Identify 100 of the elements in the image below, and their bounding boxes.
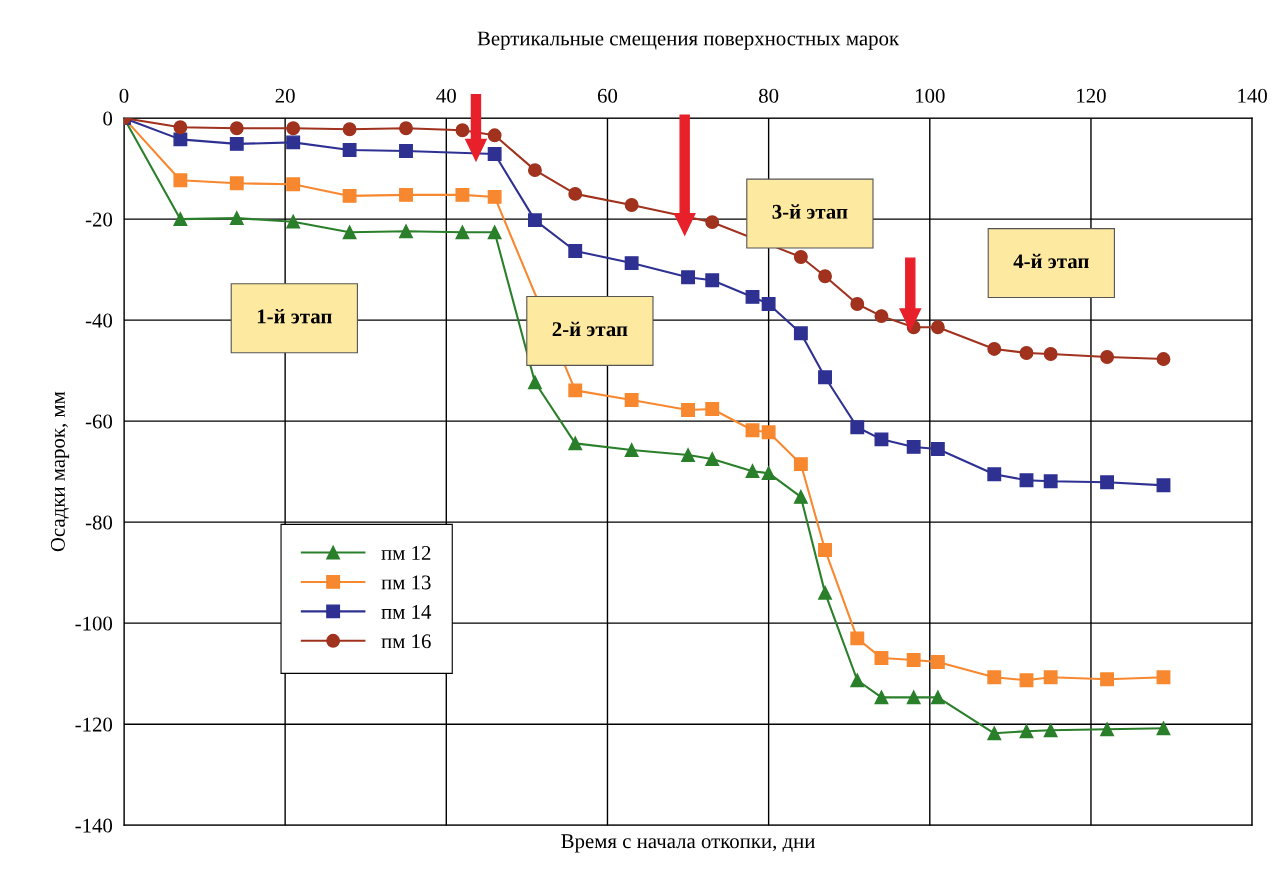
- point: [455, 123, 470, 138]
- point: [906, 653, 921, 667]
- point: [229, 136, 244, 151]
- point: [568, 186, 583, 201]
- point: [173, 212, 188, 227]
- point: [1019, 724, 1034, 739]
- point: [818, 370, 832, 385]
- point: [705, 452, 720, 466]
- x-tick-label: 80: [759, 88, 779, 103]
- y-tick-label: -80: [85, 515, 113, 530]
- point: [705, 402, 720, 416]
- annotation: 1-й этап: [257, 308, 332, 324]
- point: [1043, 670, 1058, 685]
- point: [624, 256, 639, 271]
- point: [487, 225, 502, 240]
- point: [793, 457, 808, 472]
- point: [793, 326, 808, 341]
- point: [987, 726, 1002, 741]
- y-tick-label: -60: [85, 414, 113, 429]
- point: [624, 198, 639, 212]
- point: [1043, 723, 1058, 738]
- chart-title: Вертикальные смещения поверхностных марок: [477, 31, 900, 50]
- x-tick-label: 120: [1077, 88, 1106, 103]
- point: [229, 121, 244, 136]
- y-tick-label: -140: [75, 818, 113, 833]
- point: [906, 690, 921, 705]
- point: [624, 393, 639, 407]
- point: [850, 297, 865, 311]
- point: [286, 121, 301, 136]
- point: [906, 439, 921, 454]
- point: [399, 121, 413, 136]
- legend-label: пм 12: [381, 545, 431, 560]
- point: [1043, 474, 1058, 489]
- point: [818, 585, 832, 600]
- annotation: 2-й этап: [552, 321, 628, 337]
- point: [286, 177, 301, 192]
- point: [455, 187, 470, 202]
- point: [1100, 475, 1115, 490]
- point: [286, 135, 301, 150]
- point: [342, 188, 357, 203]
- point: [455, 225, 470, 240]
- x-tick-label: 20: [275, 88, 295, 103]
- point: [229, 211, 244, 226]
- point: [173, 173, 188, 188]
- y-tick-label: -20: [85, 212, 113, 227]
- y-tick-label: -120: [75, 717, 113, 732]
- point: [1156, 352, 1171, 366]
- point: [761, 425, 776, 440]
- point: [930, 690, 945, 705]
- point: [930, 320, 945, 335]
- point: [705, 273, 720, 288]
- x-tick-label: 140: [1238, 88, 1267, 103]
- point: [681, 270, 695, 285]
- point: [793, 250, 808, 264]
- annotation: 4-й этап: [1013, 253, 1089, 269]
- legend-label: пм 13: [381, 575, 431, 590]
- point: [850, 673, 865, 688]
- point: [818, 269, 832, 284]
- point: [761, 466, 776, 481]
- point: [487, 189, 502, 204]
- point: [987, 670, 1002, 685]
- x-axis-title: Время с начала откопки, дни: [561, 834, 815, 853]
- y-axis-title: Осадки марок, мм: [50, 391, 70, 552]
- point: [568, 244, 583, 258]
- point: [987, 467, 1002, 482]
- point: [487, 128, 502, 143]
- x-tick-label: 40: [436, 88, 456, 103]
- point: [487, 147, 502, 161]
- point: [1156, 670, 1171, 685]
- y-tick-label: -100: [75, 616, 113, 631]
- annotation: 3-й этап: [772, 204, 848, 219]
- point: [1019, 673, 1034, 688]
- x-tick-label: 100: [916, 88, 945, 103]
- point: [681, 448, 695, 462]
- point: [1156, 478, 1171, 493]
- point: [399, 224, 413, 239]
- point: [286, 214, 301, 229]
- point: [624, 443, 639, 457]
- point: [1100, 350, 1115, 364]
- point: [850, 631, 865, 646]
- point: [874, 309, 889, 324]
- x-tick-label: 60: [597, 88, 618, 103]
- point: [568, 436, 583, 451]
- y-tick-label: 0: [103, 111, 113, 126]
- point: [793, 489, 808, 504]
- y-tick-label: -40: [85, 313, 113, 328]
- point: [1019, 473, 1034, 488]
- point: [705, 215, 720, 230]
- point: [173, 120, 188, 135]
- point: [1043, 347, 1058, 361]
- point: [745, 423, 760, 438]
- point: [173, 132, 188, 147]
- point: [745, 289, 760, 304]
- point: [229, 176, 244, 191]
- legend-label: пм 16: [381, 634, 431, 649]
- point: [1100, 722, 1115, 737]
- point: [527, 213, 542, 228]
- point: [568, 383, 583, 398]
- point: [1156, 721, 1171, 736]
- point: [987, 341, 1002, 356]
